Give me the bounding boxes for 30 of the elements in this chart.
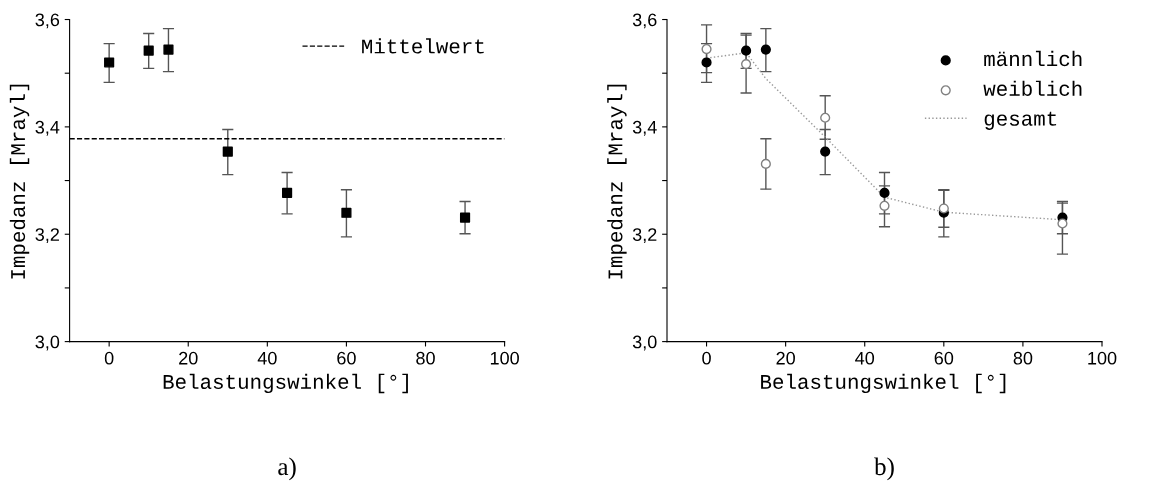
text: a) <box>278 457 296 481</box>
x-tick-label: 20 <box>776 351 795 365</box>
legend-label: männlich <box>984 50 1082 67</box>
legend-label: Mittelwert <box>362 38 484 54</box>
legend-label: gesamt <box>984 111 1057 130</box>
x-tick-label: 80 <box>1013 351 1033 365</box>
x-tick-label: 80 <box>416 351 435 365</box>
x-tick-label: 60 <box>337 351 356 365</box>
y-tick-label: 3,4 <box>35 120 60 136</box>
text: b) <box>874 457 894 481</box>
x-axis-title: Belastungswinkel [°] <box>761 373 1006 394</box>
x-tick-label: 0 <box>702 351 711 365</box>
y-tick-label: 3,0 <box>35 335 60 351</box>
y-tick-label: 3,0 <box>632 335 657 351</box>
y-tick-label: 3,2 <box>35 228 59 244</box>
x-tick-label: 60 <box>934 351 954 365</box>
x-tick-label: 40 <box>257 351 277 365</box>
x-tick-label: 100 <box>490 351 519 365</box>
x-axis-title: Belastungswinkel [°] <box>163 373 408 394</box>
y-tick-label: 3,2 <box>632 228 657 244</box>
x-tick-label: 20 <box>179 351 198 365</box>
legend-label: weiblich <box>983 80 1082 96</box>
y-tick-label: 3,6 <box>632 13 657 29</box>
x-tick-label: 100 <box>1088 351 1117 365</box>
x-tick-label: 0 <box>104 351 114 365</box>
x-tick-label: 40 <box>855 351 875 365</box>
y-axis-title: Impedanz [Mrayl] <box>9 84 30 279</box>
y-tick-label: 3,6 <box>35 13 60 29</box>
y-tick-label: 3,4 <box>632 120 657 136</box>
y-axis-title: Impedanz [Mrayl] <box>607 84 627 279</box>
